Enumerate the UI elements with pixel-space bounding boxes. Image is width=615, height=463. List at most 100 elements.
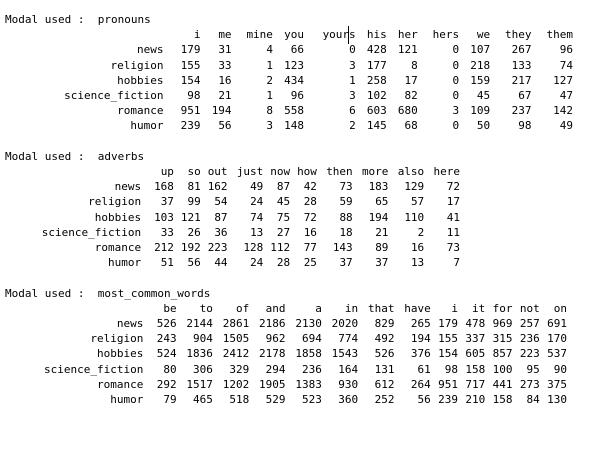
column-header: of [235, 301, 250, 315]
table-cell: 90 [553, 362, 567, 376]
table-cell: 87 [276, 180, 291, 194]
header-row: up so out just now how then more also here [5, 164, 460, 179]
table-cell: 16 [303, 225, 317, 239]
table-cell: 1517 [186, 377, 213, 391]
table-cell: 131 [374, 362, 395, 376]
table-cell: 273 [519, 377, 540, 391]
table-cell: 168 [154, 180, 174, 194]
table-cell: 103 [154, 210, 174, 224]
row-label: romance [97, 377, 144, 391]
table-cell: 88 [339, 210, 353, 224]
table-cell: 951 [180, 104, 201, 118]
table-cell: 217 [511, 73, 532, 87]
table-cell: 18 [339, 225, 353, 239]
table-cell: 123 [284, 58, 304, 72]
table-row: hobbies 103 121 87 74 75 72 88 194 110 41 [5, 210, 460, 225]
table-cell: 465 [193, 393, 213, 406]
table-cell: 265 [410, 316, 431, 330]
table-cell: 110 [404, 210, 425, 224]
table-cell: 337 [465, 332, 486, 346]
row-label: science_fiction [44, 362, 144, 376]
column-header: be [163, 301, 177, 315]
table-cell: 98 [187, 89, 201, 102]
table-cell: 179 [438, 316, 459, 330]
table-cell: 210 [465, 393, 486, 406]
table-cell: 80 [163, 362, 177, 376]
table-cell: 59 [339, 195, 353, 209]
table-cell: 179 [180, 43, 201, 57]
modal-title-pronouns: Modal used : pronouns [5, 12, 610, 27]
table-row: romance 212 192 223 128 112 77 143 89 16 73 [5, 240, 460, 255]
table-cell: 164 [338, 362, 359, 376]
most-common-words-block: Modal used : most_common_words be to of and… [5, 286, 610, 408]
console-output[interactable]: Modal used : pronouns i me mine you yours his… [5, 12, 610, 422]
table-cell: 133 [511, 58, 532, 72]
table-cell: 158 [465, 362, 486, 376]
table-cell: 558 [284, 104, 304, 118]
table-cell: 17 [446, 195, 460, 209]
table-cell: 236 [301, 362, 322, 376]
column-header: how [297, 164, 317, 178]
table-cell: 1 [266, 89, 273, 102]
table-cell: 969 [492, 316, 513, 330]
table-cell: 56 [417, 393, 431, 406]
table-cell: 2861 [222, 316, 250, 330]
table-cell: 37 [375, 256, 389, 270]
text-cursor [348, 26, 349, 44]
column-header: here [433, 164, 461, 178]
column-header: that [367, 301, 395, 315]
table-cell: 315 [492, 332, 513, 346]
table-cell: 24 [250, 256, 264, 270]
table-cell: 2 [417, 225, 425, 239]
header-corner [5, 301, 149, 316]
table-cell: 605 [465, 347, 486, 361]
table-cell: 194 [410, 332, 431, 346]
table-cell: 529 [265, 393, 286, 406]
column-header: them [546, 28, 574, 42]
table-cell: 680 [397, 104, 418, 118]
table-cell: 212 [154, 241, 174, 254]
table-cell: 3 [266, 119, 273, 133]
table-cell: 49 [559, 119, 573, 133]
table-cell: 257 [519, 316, 540, 330]
table-cell: 292 [156, 377, 177, 391]
table-cell: 3 [349, 89, 356, 102]
table-cell: 1505 [222, 332, 250, 346]
table-row: hobbies 154 16 2 434 1 258 17 0 159 217 127 [5, 73, 573, 88]
column-header: up [160, 164, 174, 178]
table-cell: 26 [187, 225, 201, 239]
column-header: out [207, 164, 228, 178]
table-cell: 2186 [259, 316, 286, 330]
table-cell: 1858 [295, 347, 322, 361]
pronouns-block: Modal used : pronouns i me mine you yours his… [5, 12, 610, 134]
table-cell: 267 [511, 43, 532, 57]
table-cell: 524 [156, 347, 177, 361]
table-cell: 33 [160, 225, 174, 239]
table-cell: 857 [492, 347, 513, 361]
table-cell: 82 [404, 89, 418, 102]
table-cell: 28 [303, 195, 317, 209]
table-cell: 56 [218, 119, 232, 133]
table-cell: 72 [446, 180, 460, 194]
row-label: news [137, 43, 164, 57]
row-label: religion [110, 58, 164, 72]
table-row: news 526 2144 2861 2186 2130 2020 829 265 179 478 9… [5, 316, 567, 331]
table-cell: 162 [207, 180, 228, 194]
table-cell: 492 [374, 332, 395, 346]
table-cell: 526 [374, 347, 395, 361]
column-header: i [193, 28, 201, 42]
table-row: humor 239 56 3 148 2 145 68 0 50 98 49 [5, 118, 573, 133]
table-cell: 1202 [222, 377, 250, 391]
table-cell: 66 [290, 43, 304, 57]
column-header: and [265, 301, 286, 315]
table-cell: 49 [250, 180, 264, 194]
table-cell: 2 [266, 73, 273, 87]
table-cell: 36 [214, 225, 228, 239]
row-label: science_fiction [64, 89, 164, 102]
table-cell: 904 [193, 332, 213, 346]
table-cell: 21 [375, 225, 389, 239]
table-cell: 237 [511, 104, 532, 118]
table-cell: 45 [476, 89, 491, 102]
table-cell: 236 [519, 332, 540, 346]
modal-title-adverbs: Modal used : adverbs [5, 149, 610, 164]
